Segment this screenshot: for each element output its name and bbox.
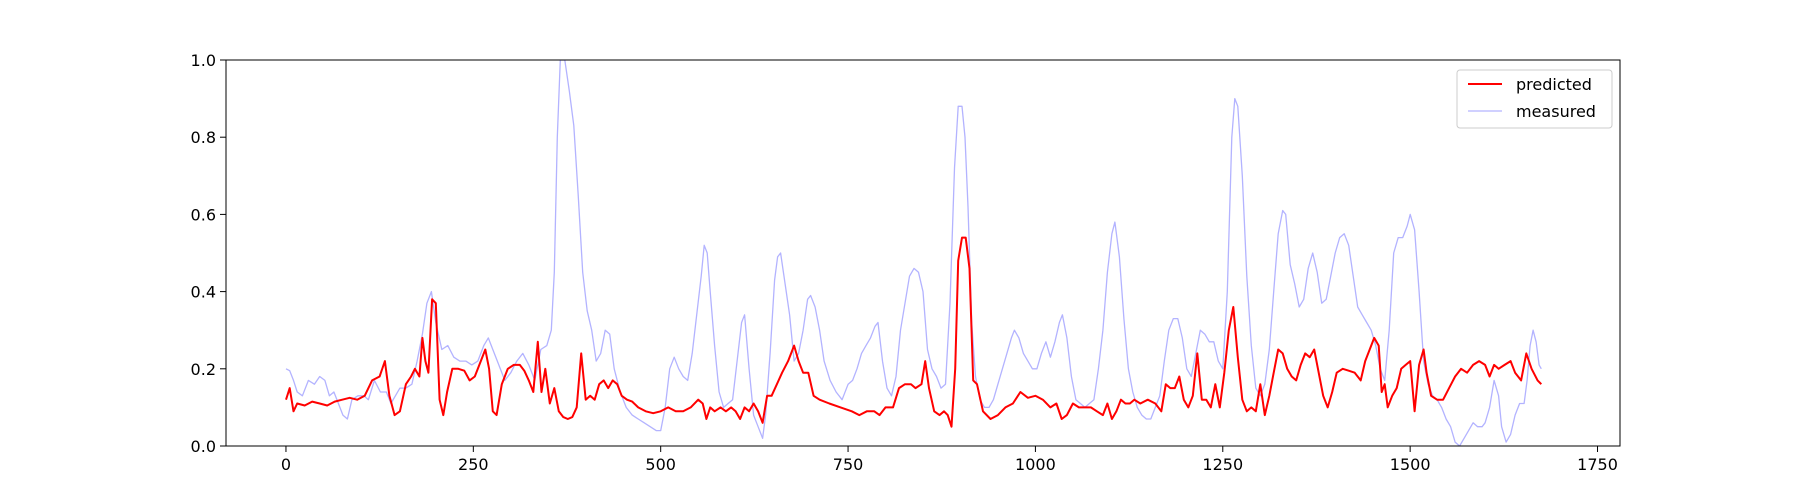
- plot-area: [226, 60, 1620, 446]
- plot-frame: [225, 59, 1621, 447]
- y-tick-label: 0.4: [191, 283, 216, 302]
- x-tick-label: 1000: [1015, 455, 1056, 474]
- legend-label-measured: measured: [1516, 102, 1596, 121]
- legend-label-predicted: predicted: [1516, 75, 1592, 94]
- y-tick-label: 0.0: [191, 437, 216, 456]
- x-tick-label: 1750: [1577, 455, 1618, 474]
- series-line-predicted: [285, 236, 1543, 428]
- x-tick-label: 250: [458, 455, 489, 474]
- x-tick-label: 0: [281, 455, 291, 474]
- y-tick-label: 0.8: [191, 128, 216, 147]
- y-tick-label: 0.6: [191, 205, 216, 224]
- y-tick-label: 1.0: [191, 51, 216, 70]
- y-tick-label: 0.2: [191, 360, 216, 379]
- x-tick-label: 750: [833, 455, 864, 474]
- series-line-measured: [285, 60, 1542, 446]
- x-tick-label: 500: [645, 455, 676, 474]
- legend: predicted measured: [1456, 69, 1613, 129]
- x-axis: 0 250 500 750 1000 1250 1500 1750: [281, 446, 1618, 474]
- series-group: [285, 60, 1543, 446]
- x-tick-label: 1500: [1390, 455, 1431, 474]
- y-axis: 0.0 0.2 0.4 0.6 0.8 1.0: [191, 51, 226, 456]
- x-tick-label: 1250: [1202, 455, 1243, 474]
